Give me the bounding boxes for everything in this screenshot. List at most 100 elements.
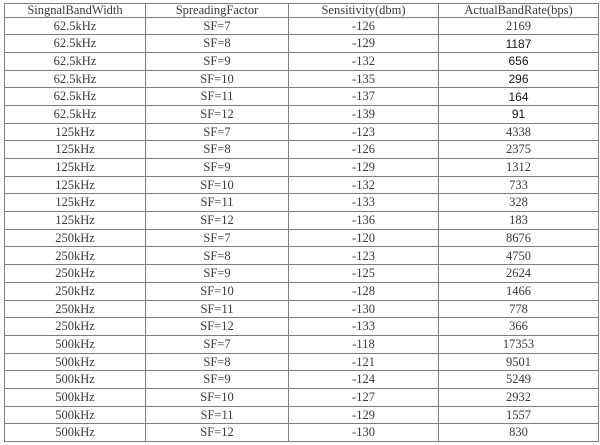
bandwidth-cell: 250kHz: [4, 246, 146, 266]
table-row: 125kHz SF=11 -133 328: [4, 193, 599, 213]
spreading-factor-cell: SF=10: [145, 387, 289, 407]
bandwidth-cell: 125kHz: [4, 175, 146, 195]
sensitivity-cell: -118: [288, 334, 439, 354]
spreading-factor-cell: SF=8: [145, 140, 289, 159]
spreading-factor-cell: SF=11: [145, 299, 289, 319]
table-row: 500kHz SF=9 -124 5249: [4, 370, 599, 389]
rate-cell: 2624: [438, 264, 599, 283]
spreading-factor-cell: SF=9: [145, 158, 289, 177]
header-sensitivity: Sensitivity(dbm): [288, 3, 439, 18]
bandwidth-cell: 125kHz: [4, 193, 146, 213]
sensitivity-cell: -130: [288, 299, 439, 319]
table-row: 250kHz SF=10 -128 1466: [4, 281, 599, 301]
spreading-factor-cell: SF=9: [145, 370, 289, 389]
spreading-factor-cell: SF=10: [145, 175, 289, 195]
header-row: SingnalBandWidth SpreadingFactor Sensiti…: [4, 3, 599, 18]
rate-cell: 1466: [438, 281, 599, 301]
header-signal-bandwidth: SingnalBandWidth: [4, 3, 146, 18]
header-spreading-factor: SpreadingFactor: [145, 3, 289, 18]
spreading-factor-cell: SF=12: [145, 317, 289, 336]
sensitivity-cell: -124: [288, 370, 439, 389]
table-row: 125kHz SF=7 -123 4338: [4, 122, 599, 142]
spreading-factor-cell: SF=9: [145, 51, 289, 71]
spreading-factor-cell: SF=7: [145, 228, 289, 248]
sensitivity-cell: -126: [288, 140, 439, 159]
table-row: 250kHz SF=7 -120 8676: [4, 228, 599, 248]
bandwidth-cell: 250kHz: [4, 281, 146, 301]
spreading-factor-cell: SF=12: [145, 104, 289, 124]
rate-cell: 4338: [438, 122, 599, 142]
bandwidth-cell: 62.5kHz: [4, 104, 146, 124]
spreading-factor-cell: SF=10: [145, 281, 289, 301]
spreading-factor-cell: SF=8: [145, 246, 289, 266]
rate-cell: 4750: [438, 246, 599, 266]
rate-cell: 328: [438, 193, 599, 213]
table-row: 500kHz SF=10 -127 2932: [4, 387, 599, 407]
spreading-factor-cell: SF=11: [145, 193, 289, 213]
sensitivity-cell: -127: [288, 387, 439, 407]
rate-cell: 91: [438, 104, 599, 124]
bandwidth-cell: 62.5kHz: [4, 87, 146, 106]
rate-cell: 778: [438, 299, 599, 319]
rate-cell: 2169: [438, 16, 599, 36]
bandwidth-cell: 62.5kHz: [4, 16, 146, 36]
bandwidth-cell: 500kHz: [4, 370, 146, 389]
table-row: 500kHz SF=7 -118 17353: [4, 334, 599, 354]
bandwidth-cell: 250kHz: [4, 228, 146, 248]
spreading-factor-cell: SF=11: [145, 87, 289, 106]
sensitivity-cell: -129: [288, 405, 439, 425]
rate-cell: 296: [438, 69, 599, 89]
rate-cell: 1187: [438, 34, 599, 53]
bandwidth-cell: 125kHz: [4, 122, 146, 142]
sensitivity-cell: -133: [288, 193, 439, 213]
rate-cell: 366: [438, 317, 599, 336]
bandwidth-cell: 500kHz: [4, 334, 146, 354]
rate-cell: 830: [438, 423, 599, 442]
sensitivity-cell: -133: [288, 317, 439, 336]
sensitivity-cell: -123: [288, 122, 439, 142]
bandwidth-cell: 250kHz: [4, 317, 146, 336]
bandwidth-cell: 62.5kHz: [4, 69, 146, 89]
table-row: 125kHz SF=10 -132 733: [4, 175, 599, 195]
sensitivity-cell: -121: [288, 352, 439, 372]
bandwidth-cell: 62.5kHz: [4, 51, 146, 71]
sensitivity-cell: -126: [288, 16, 439, 36]
sensitivity-cell: -135: [288, 69, 439, 89]
bandwidth-cell: 62.5kHz: [4, 34, 146, 53]
spreading-factor-cell: SF=8: [145, 34, 289, 53]
table-row: 62.5kHz SF=9 -132 656: [4, 51, 599, 71]
table-row: 62.5kHz SF=7 -126 2169: [4, 16, 599, 36]
sensitivity-cell: -130: [288, 423, 439, 442]
rate-cell: 164: [438, 87, 599, 106]
bandwidth-cell: 500kHz: [4, 423, 146, 442]
table-row: 125kHz SF=8 -126 2375: [4, 140, 599, 159]
table-header: SingnalBandWidth SpreadingFactor Sensiti…: [4, 3, 599, 18]
spreading-factor-cell: SF=12: [145, 211, 289, 230]
spreading-factor-cell: SF=10: [145, 69, 289, 89]
spreading-factor-cell: SF=7: [145, 16, 289, 36]
bandwidth-cell: 500kHz: [4, 352, 146, 372]
spreading-factor-cell: SF=8: [145, 352, 289, 372]
sensitivity-cell: -125: [288, 264, 439, 283]
rate-cell: 9501: [438, 352, 599, 372]
table-body: 62.5kHz SF=7 -126 2169 62.5kHz SF=8 -129 1187 62…: [4, 16, 599, 442]
rate-cell: 733: [438, 175, 599, 195]
rate-cell: 5249: [438, 370, 599, 389]
spreading-factor-cell: SF=7: [145, 122, 289, 142]
table-row: 250kHz SF=9 -125 2624: [4, 264, 599, 283]
bandwidth-cell: 125kHz: [4, 158, 146, 177]
bandwidth-cell: 500kHz: [4, 387, 146, 407]
rate-cell: 1312: [438, 158, 599, 177]
bandwidth-cell: 250kHz: [4, 299, 146, 319]
bandwidth-cell: 500kHz: [4, 405, 146, 425]
sensitivity-cell: -123: [288, 246, 439, 266]
lora-spec-table: SingnalBandWidth SpreadingFactor Sensiti…: [4, 3, 599, 442]
table-row: 250kHz SF=11 -130 778: [4, 299, 599, 319]
table-row: 62.5kHz SF=12 -139 91: [4, 104, 599, 124]
sensitivity-cell: -129: [288, 34, 439, 53]
rate-cell: 2375: [438, 140, 599, 159]
table-row: 500kHz SF=8 -121 9501: [4, 352, 599, 372]
rate-cell: 656: [438, 51, 599, 71]
sensitivity-cell: -139: [288, 104, 439, 124]
